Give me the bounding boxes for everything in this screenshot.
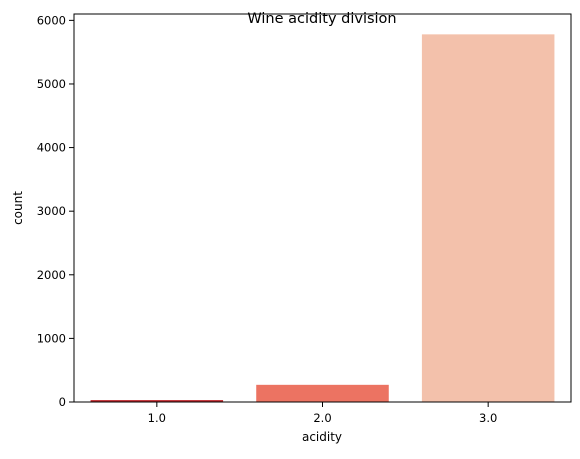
chart-title: Wine acidity division	[247, 11, 396, 27]
bar-2.0	[256, 384, 389, 402]
x-axis-label: acidity	[302, 430, 342, 444]
y-tick-label: 5000	[37, 77, 66, 91]
bar-3.0	[421, 34, 555, 403]
y-tick-label: 6000	[37, 13, 66, 27]
y-tick-label: 1000	[37, 331, 66, 345]
y-axis: 0 1000 2000 3000 4000 5000 6000	[37, 13, 74, 409]
x-tick-label: 3.0	[479, 411, 497, 425]
bar-1.0	[90, 400, 224, 402]
y-tick-label: 0	[59, 395, 66, 409]
x-axis: 1.0 2.0 3.0	[148, 402, 497, 425]
y-tick-label: 3000	[37, 204, 66, 218]
bars-group	[90, 34, 555, 403]
y-tick-label: 2000	[37, 268, 66, 282]
x-tick-label: 1.0	[148, 411, 166, 425]
y-axis-label: count	[11, 191, 25, 225]
x-tick-label: 2.0	[313, 411, 331, 425]
y-tick-label: 4000	[37, 141, 66, 155]
plot-frame	[73, 13, 572, 403]
